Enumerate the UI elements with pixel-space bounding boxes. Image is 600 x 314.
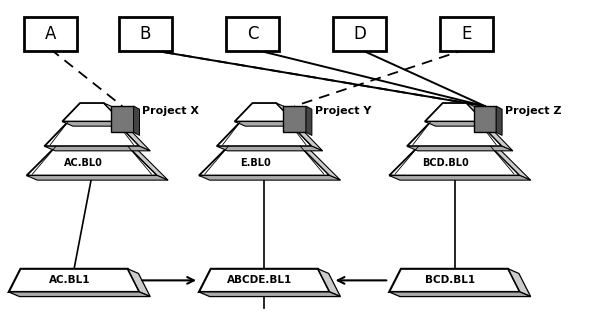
Polygon shape (389, 292, 530, 296)
FancyBboxPatch shape (226, 17, 279, 51)
Polygon shape (26, 146, 157, 176)
Polygon shape (44, 122, 139, 146)
Polygon shape (26, 176, 168, 180)
Text: B: B (140, 24, 151, 43)
Text: AC.BL1: AC.BL1 (49, 275, 90, 285)
Polygon shape (128, 269, 150, 296)
Polygon shape (318, 269, 340, 296)
Polygon shape (235, 122, 305, 126)
Polygon shape (478, 122, 513, 151)
Polygon shape (9, 292, 150, 296)
FancyBboxPatch shape (23, 17, 77, 51)
Polygon shape (116, 122, 150, 151)
FancyBboxPatch shape (440, 17, 493, 51)
Polygon shape (425, 103, 484, 122)
Text: E.BL0: E.BL0 (240, 158, 271, 168)
Polygon shape (104, 103, 133, 126)
Polygon shape (306, 106, 312, 135)
Text: C: C (247, 24, 258, 43)
Text: BCD.BL1: BCD.BL1 (425, 275, 475, 285)
Polygon shape (425, 122, 495, 126)
Text: D: D (353, 24, 366, 43)
FancyBboxPatch shape (119, 17, 172, 51)
Polygon shape (217, 146, 323, 151)
Text: Project Z: Project Z (505, 106, 562, 116)
Polygon shape (62, 122, 133, 126)
Polygon shape (288, 122, 323, 151)
Polygon shape (300, 146, 340, 180)
Polygon shape (199, 146, 330, 176)
Polygon shape (134, 106, 139, 135)
Polygon shape (389, 146, 520, 176)
Polygon shape (407, 146, 513, 151)
Polygon shape (199, 176, 340, 180)
Polygon shape (217, 122, 312, 146)
Text: BCD.BL0: BCD.BL0 (422, 158, 469, 168)
Polygon shape (407, 122, 502, 146)
Polygon shape (199, 269, 330, 292)
Polygon shape (44, 146, 150, 151)
Text: Project Y: Project Y (315, 106, 371, 116)
Text: Project X: Project X (142, 106, 199, 116)
Polygon shape (389, 269, 520, 292)
Polygon shape (128, 146, 168, 180)
FancyBboxPatch shape (332, 17, 386, 51)
Polygon shape (508, 269, 530, 296)
Polygon shape (491, 146, 530, 180)
Polygon shape (276, 103, 305, 126)
Text: E: E (461, 24, 472, 43)
Polygon shape (283, 106, 306, 132)
Text: A: A (44, 24, 56, 43)
Polygon shape (62, 103, 122, 122)
Polygon shape (9, 269, 139, 292)
Polygon shape (199, 292, 340, 296)
Polygon shape (111, 106, 134, 132)
Text: AC.BL0: AC.BL0 (64, 158, 103, 168)
Text: ABCDE.BL1: ABCDE.BL1 (227, 275, 292, 285)
Polygon shape (496, 106, 502, 135)
Polygon shape (473, 106, 496, 132)
Polygon shape (389, 176, 530, 180)
Polygon shape (235, 103, 294, 122)
Polygon shape (466, 103, 495, 126)
